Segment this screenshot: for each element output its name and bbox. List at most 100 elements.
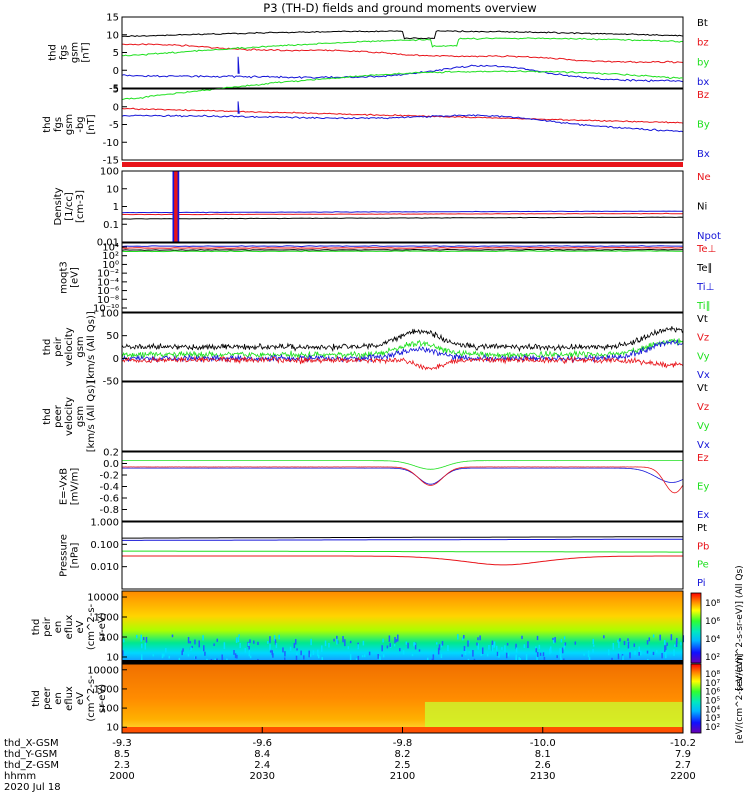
colorbar-scale: [690, 592, 702, 664]
ylabel-line: thd: [42, 339, 53, 356]
legend-entry: By: [697, 120, 710, 131]
spectrogram-speck: [623, 641, 626, 646]
colorbar-tick: 10²: [705, 723, 720, 733]
spectrogram-speck: [538, 644, 541, 650]
spectrogram-speck: [194, 656, 197, 659]
spectrogram-speck: [223, 642, 226, 650]
ytick-label: 100: [100, 632, 119, 643]
spectrogram-speck: [464, 648, 467, 653]
legend-entry: Bx: [697, 149, 710, 160]
spectrogram-speck: [525, 654, 528, 661]
ytick-label: 10000: [87, 593, 119, 604]
spectrogram-speck: [336, 638, 338, 645]
spectrogram-speck: [235, 637, 238, 643]
panel-6: thdpeervelocitygsm[km/s (All Qs)] Vt Vz Vy V…: [42, 381, 710, 453]
spectrogram-speck: [239, 642, 241, 649]
spectrogram-speck: [140, 634, 142, 642]
ylabel-line: thd: [31, 619, 42, 636]
spectrogram-speck: [368, 651, 371, 656]
spectrogram-speck: [476, 642, 478, 646]
spectrogram-speck: [296, 652, 298, 656]
spectrogram-speck: [324, 640, 327, 647]
legend-entry: Vx: [697, 440, 710, 451]
series-Pe: [122, 550, 683, 553]
ylabel-line: [eV]: [70, 267, 81, 288]
legend-entry: Vx: [697, 370, 710, 381]
spectrogram-speck: [361, 655, 364, 658]
ytick-label: 0: [113, 66, 119, 77]
spectrogram-speck: [233, 649, 235, 655]
legend-entry: Pt: [697, 523, 707, 534]
spike-Bx: [237, 101, 240, 114]
spectrogram-speck: [310, 638, 312, 646]
spectrogram-speck: [278, 634, 280, 640]
spectrogram-speck: [388, 635, 391, 642]
x-row-label: thd_Y-GSM: [4, 749, 57, 760]
spectrogram-speck: [536, 656, 538, 664]
spectrogram-speck: [194, 639, 196, 645]
panel-frame: [121, 88, 684, 161]
spectrogram-speck: [617, 653, 620, 660]
spectrogram-speck: [496, 651, 499, 656]
spectrogram-speck: [488, 644, 490, 650]
spectrogram-speck: [411, 653, 414, 657]
series-Pb: [122, 555, 683, 566]
ytick-label: 10: [106, 652, 119, 663]
spectrogram-speck: [357, 655, 360, 662]
ylabel-line: Density: [53, 187, 64, 225]
ylabel-line: thd: [42, 408, 53, 425]
ylabel-line: [km/s (All Qs)]: [86, 311, 97, 383]
ytick-label: 10⁻⁶: [97, 286, 119, 297]
series-bx: [121, 64, 684, 83]
legend-entry: Vy: [697, 351, 710, 362]
spectrogram-speck: [344, 639, 346, 647]
legend-entry: by: [697, 57, 709, 68]
colorbar-tick: 10⁶: [705, 617, 720, 627]
legend-entry: Vt: [697, 383, 708, 394]
panel-strip: [122, 162, 683, 167]
spectrogram-speck: [673, 649, 675, 656]
spectrogram-speck: [321, 645, 323, 653]
spectrogram-speck: [333, 638, 335, 642]
spectrogram-speck: [559, 652, 562, 659]
ytick-label: -15: [103, 156, 119, 167]
panel-ylabel: thdpeervelocitygsm[km/s (All Qs)]: [42, 381, 97, 453]
panel-ylabel: thdpeirenefluxeV(cm^2-s-sr-eV): [31, 603, 108, 650]
spectrogram-speck: [539, 652, 542, 656]
spectrogram-speck: [550, 650, 552, 654]
x-axis: thd_X-GSM -9.3 -9.6 -9.8 -10.0 -10.2 thd_Y-GSM…: [4, 727, 696, 793]
spectrogram-speck: [515, 643, 517, 650]
spectrogram-speck: [203, 645, 205, 652]
spectrogram-speck: [189, 641, 192, 644]
spectrogram-speck: [269, 636, 271, 643]
spectrogram-speck: [308, 650, 310, 658]
panel-frame: [121, 170, 684, 243]
panel-7: E=-VxB[mV/m] 0.20.0-0.2-0.4-0.6-0.8 Ez Ey Ex: [59, 448, 709, 522]
spectrogram-speck: [588, 656, 591, 661]
series-Ti-perp: [121, 245, 683, 248]
panel-10: thdpeerenefluxeV(cm^2-s-sr-eV)1000010001…: [31, 663, 684, 734]
panel-frame: [121, 16, 684, 89]
x-row-value: 2100: [390, 771, 415, 782]
x-row-value: 2.6: [535, 760, 551, 771]
ytick-label: 0.100: [90, 540, 119, 551]
spectrogram-speck: [294, 639, 297, 645]
spectrogram-speck: [638, 651, 640, 656]
colorbar-tick: 10⁶: [705, 688, 720, 698]
ytick-label: 0.01: [97, 238, 119, 249]
spectrogram-speck: [238, 634, 240, 637]
spectrogram-speck: [563, 643, 566, 648]
ytick-label: -5: [109, 84, 119, 95]
panel-frame: [121, 590, 684, 664]
spectrogram-speck: [472, 649, 474, 657]
spectrogram-speck: [564, 642, 567, 646]
spectrogram-speck: [552, 637, 554, 640]
spectrogram-speck: [542, 652, 545, 657]
ylabel-line: eV: [75, 692, 86, 705]
spectrogram-speck: [349, 654, 352, 660]
spectrogram-speck: [536, 635, 539, 641]
ytick-label: 100: [100, 167, 119, 178]
spectrogram-speck: [397, 634, 399, 642]
